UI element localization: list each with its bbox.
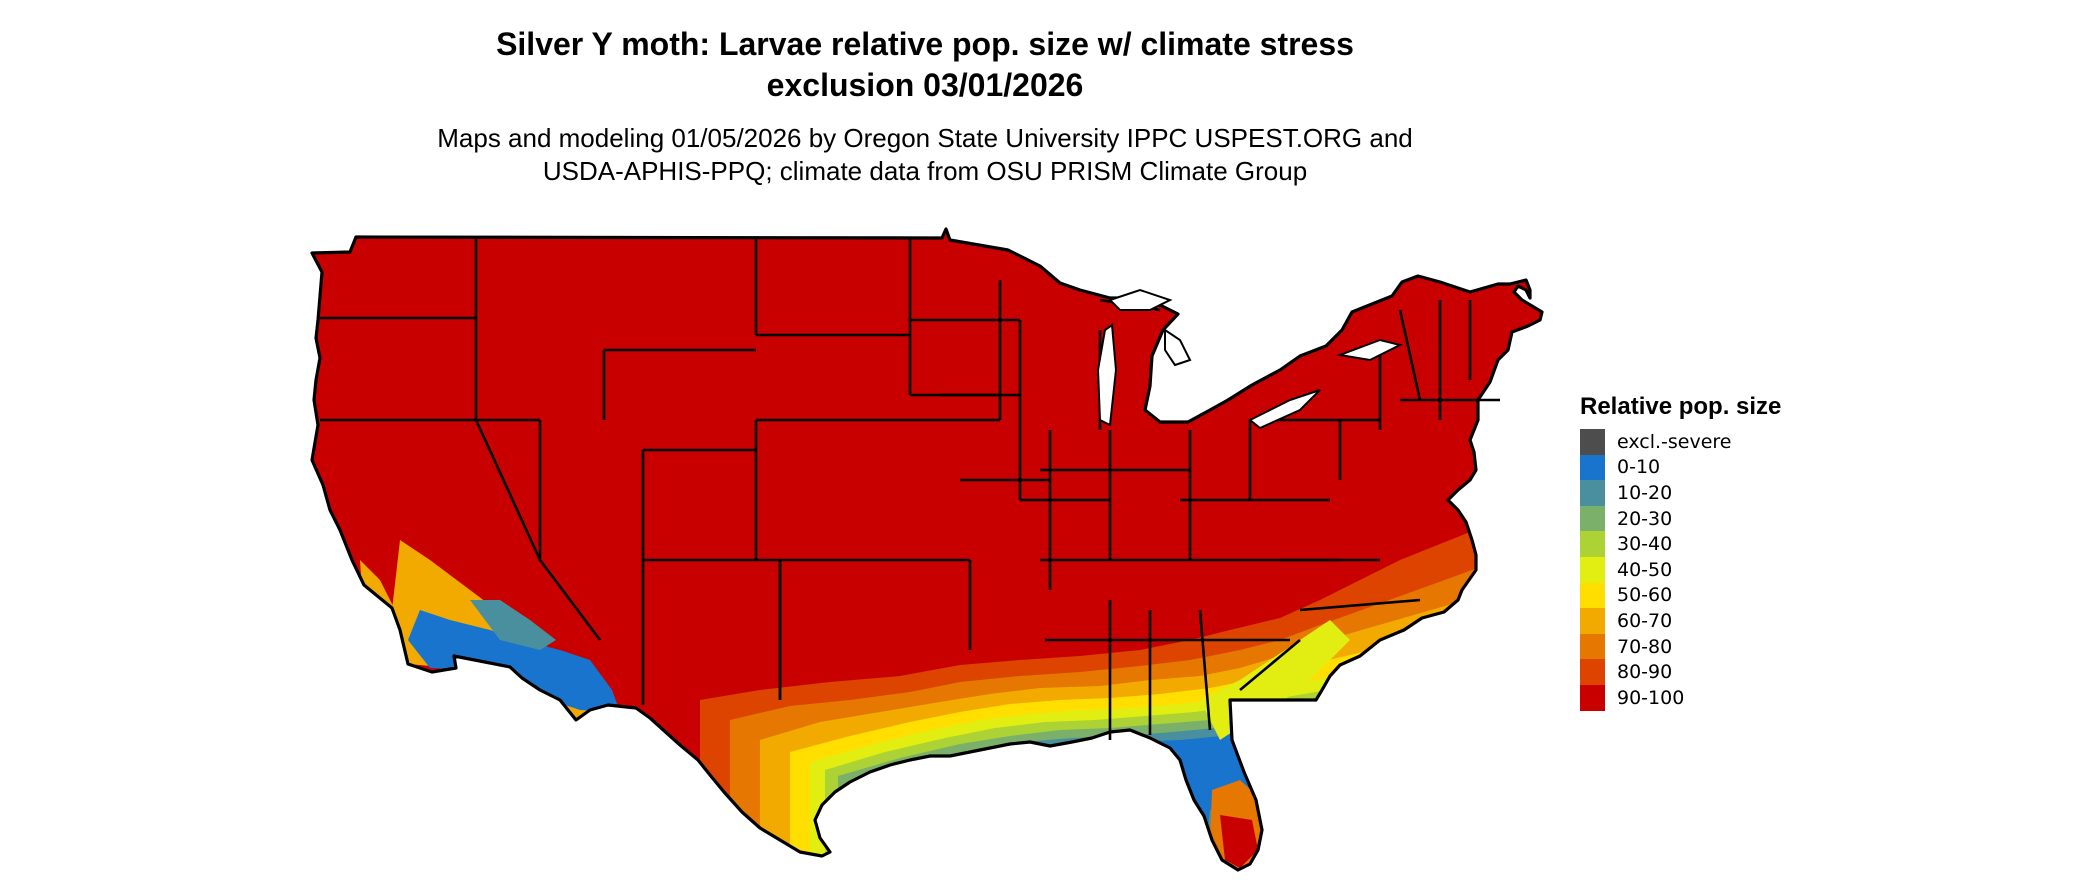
- legend-label: 30-40: [1617, 533, 1673, 556]
- state-border: [1239, 639, 1301, 691]
- legend-item: 90-100: [1580, 684, 1781, 711]
- great-lake: [1164, 328, 1192, 367]
- state-border: [1198, 609, 1212, 731]
- title-line-2: exclusion 03/01/2026: [766, 67, 1084, 103]
- band-sw-blue: [408, 610, 620, 712]
- great-lake: [1108, 288, 1173, 311]
- title-line-1: Silver Y moth: Larvae relative pop. size…: [496, 26, 1354, 62]
- legend-item: 20-30: [1580, 505, 1781, 532]
- legend-item: 40-50: [1580, 556, 1781, 583]
- legend-label: 80-90: [1617, 661, 1673, 684]
- legend-item: 30-40: [1580, 531, 1781, 557]
- legend-item: 70-80: [1580, 633, 1781, 660]
- legend-label: 90-100: [1617, 686, 1685, 709]
- great-lake: [1096, 323, 1118, 427]
- legend-label: 10-20: [1617, 481, 1673, 504]
- map-subtitle: Maps and modeling 01/05/2026 by Oregon S…: [0, 122, 1850, 188]
- legend-swatch: [1580, 429, 1605, 455]
- us-landmass: [312, 229, 1542, 870]
- us-outline: [310, 227, 1544, 872]
- subtitle-line-2: USDA-APHIS-PPQ; climate data from OSU PR…: [542, 156, 1308, 186]
- legend-swatch: [1580, 684, 1605, 711]
- legend-swatch: [1580, 505, 1605, 532]
- legend: Relative pop. size excl.-severe 0-10 10-20…: [1580, 393, 1781, 711]
- legend-items: excl.-severe 0-10 10-20 20-30 30-40 40-50 50-6…: [1580, 429, 1781, 711]
- legend-item: 60-70: [1580, 608, 1781, 634]
- legend-item: excl.-severe: [1580, 429, 1781, 455]
- legend-swatch: [1580, 531, 1605, 557]
- band-tx-tip: [860, 830, 920, 870]
- legend-swatch: [1580, 659, 1605, 685]
- legend-label: 70-80: [1617, 635, 1673, 658]
- legend-item: 0-10: [1580, 454, 1781, 481]
- legend-swatch: [1580, 454, 1605, 481]
- legend-item: 80-90: [1580, 659, 1781, 685]
- legend-label: 20-30: [1617, 507, 1673, 530]
- legend-title: Relative pop. size: [1580, 393, 1782, 420]
- legend-label: 60-70: [1617, 609, 1673, 632]
- legend-label: 50-60: [1617, 584, 1673, 607]
- great-lake: [1248, 389, 1321, 430]
- great-lake: [1336, 338, 1403, 362]
- legend-item: 50-60: [1580, 582, 1781, 609]
- legend-swatch: [1580, 582, 1605, 609]
- band-ca-coast: [360, 560, 395, 612]
- band-fl-tip: [1220, 815, 1258, 868]
- legend-label: 0-10: [1617, 456, 1661, 479]
- subtitle-line-1: Maps and modeling 01/05/2026 by Oregon S…: [437, 123, 1413, 153]
- legend-item: 10-20: [1580, 480, 1781, 506]
- legend-label: excl.-severe: [1617, 430, 1732, 453]
- band-sw-teal: [470, 600, 556, 650]
- state-border: [1299, 598, 1421, 612]
- legend-swatch: [1580, 608, 1605, 634]
- legend-label: 40-50: [1617, 558, 1673, 581]
- state-border: [474, 419, 602, 641]
- legend-swatch: [1580, 633, 1605, 660]
- map-title: Silver Y moth: Larvae relative pop. size…: [0, 24, 1850, 106]
- legend-swatch: [1580, 480, 1605, 506]
- state-border: [1398, 309, 1422, 401]
- legend-swatch: [1580, 556, 1605, 583]
